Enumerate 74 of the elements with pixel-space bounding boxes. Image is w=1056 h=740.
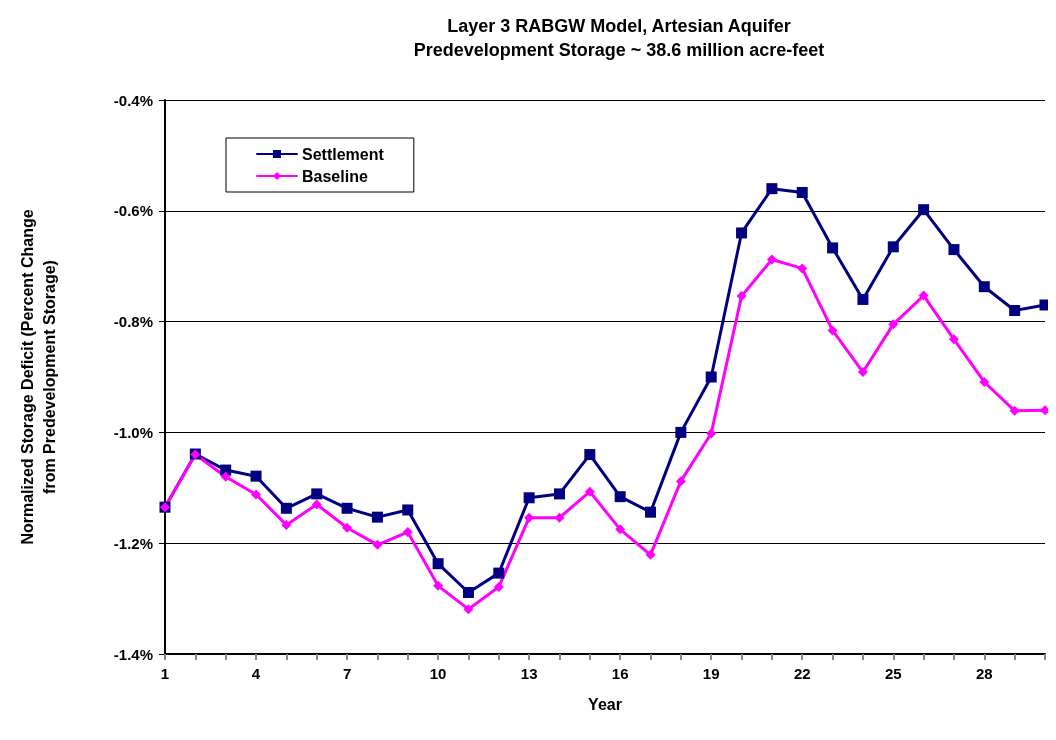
point <box>311 499 322 510</box>
point <box>433 580 444 591</box>
point <box>553 488 565 500</box>
y-tick-label: -1.4% <box>113 645 153 663</box>
x-axis-title: Year <box>588 695 622 713</box>
point <box>645 549 656 560</box>
point <box>402 504 414 516</box>
point <box>857 293 869 305</box>
point <box>462 587 474 599</box>
point <box>614 491 626 503</box>
point <box>311 488 323 500</box>
point <box>857 367 868 378</box>
point <box>554 512 565 523</box>
point <box>1009 405 1020 416</box>
point <box>341 502 353 514</box>
point <box>372 539 383 550</box>
point <box>220 471 231 482</box>
point <box>766 183 778 195</box>
point <box>645 506 657 518</box>
point <box>251 489 262 500</box>
y-tick-label: -0.6% <box>113 202 153 220</box>
x-tick-label: 19 <box>702 665 720 682</box>
point <box>887 241 899 253</box>
point <box>615 524 626 535</box>
point <box>463 604 474 615</box>
point <box>948 244 960 256</box>
chart-subtitle: Predevelopment Storage ~ 38.6 million acre-feet <box>413 40 825 60</box>
point <box>523 492 535 504</box>
point <box>766 254 777 265</box>
point <box>280 502 292 514</box>
y-tick-label: -1.2% <box>113 534 153 552</box>
point <box>342 522 353 533</box>
y-axis-title: Normalized Storage Deficit (Percent Change from Predevelopment Storage) <box>18 209 58 545</box>
x-tick-label: 7 <box>342 665 352 682</box>
point <box>978 281 990 293</box>
x-tick-label: 4 <box>251 665 261 682</box>
point <box>827 242 839 254</box>
point <box>736 227 748 239</box>
point <box>432 558 444 570</box>
x-tick-label: 10 <box>429 665 447 682</box>
x-tick-label: 25 <box>884 665 902 682</box>
legend-label: Settlement <box>302 145 385 163</box>
point <box>675 426 687 438</box>
point <box>675 476 686 487</box>
point <box>797 263 808 274</box>
point <box>493 581 504 592</box>
point <box>918 204 930 216</box>
point <box>402 527 413 538</box>
point <box>706 428 717 439</box>
point <box>827 325 838 336</box>
x-tick-label: 13 <box>520 665 538 682</box>
point <box>705 371 717 383</box>
y-tick-label: -0.8% <box>113 313 153 331</box>
point <box>371 511 383 523</box>
point <box>948 334 959 345</box>
point <box>979 376 990 387</box>
point <box>796 187 808 199</box>
y-tick-label: -0.4% <box>113 91 153 109</box>
x-tick-label: 16 <box>611 665 629 682</box>
point <box>584 449 596 461</box>
point <box>888 319 899 330</box>
point <box>1009 305 1021 317</box>
point <box>736 291 747 302</box>
point <box>918 290 929 301</box>
chart-title: Layer 3 RABGW Model, Artesian Aquifer <box>447 16 791 36</box>
point <box>584 486 595 497</box>
x-tick-label: 1 <box>160 665 170 682</box>
legend-label: Baseline <box>302 167 368 185</box>
x-tick-label: 22 <box>793 665 811 682</box>
point <box>281 519 292 530</box>
x-tick-label: 28 <box>975 665 993 682</box>
y-tick-label: -1.0% <box>113 423 153 441</box>
point <box>493 567 505 579</box>
point <box>250 470 262 482</box>
